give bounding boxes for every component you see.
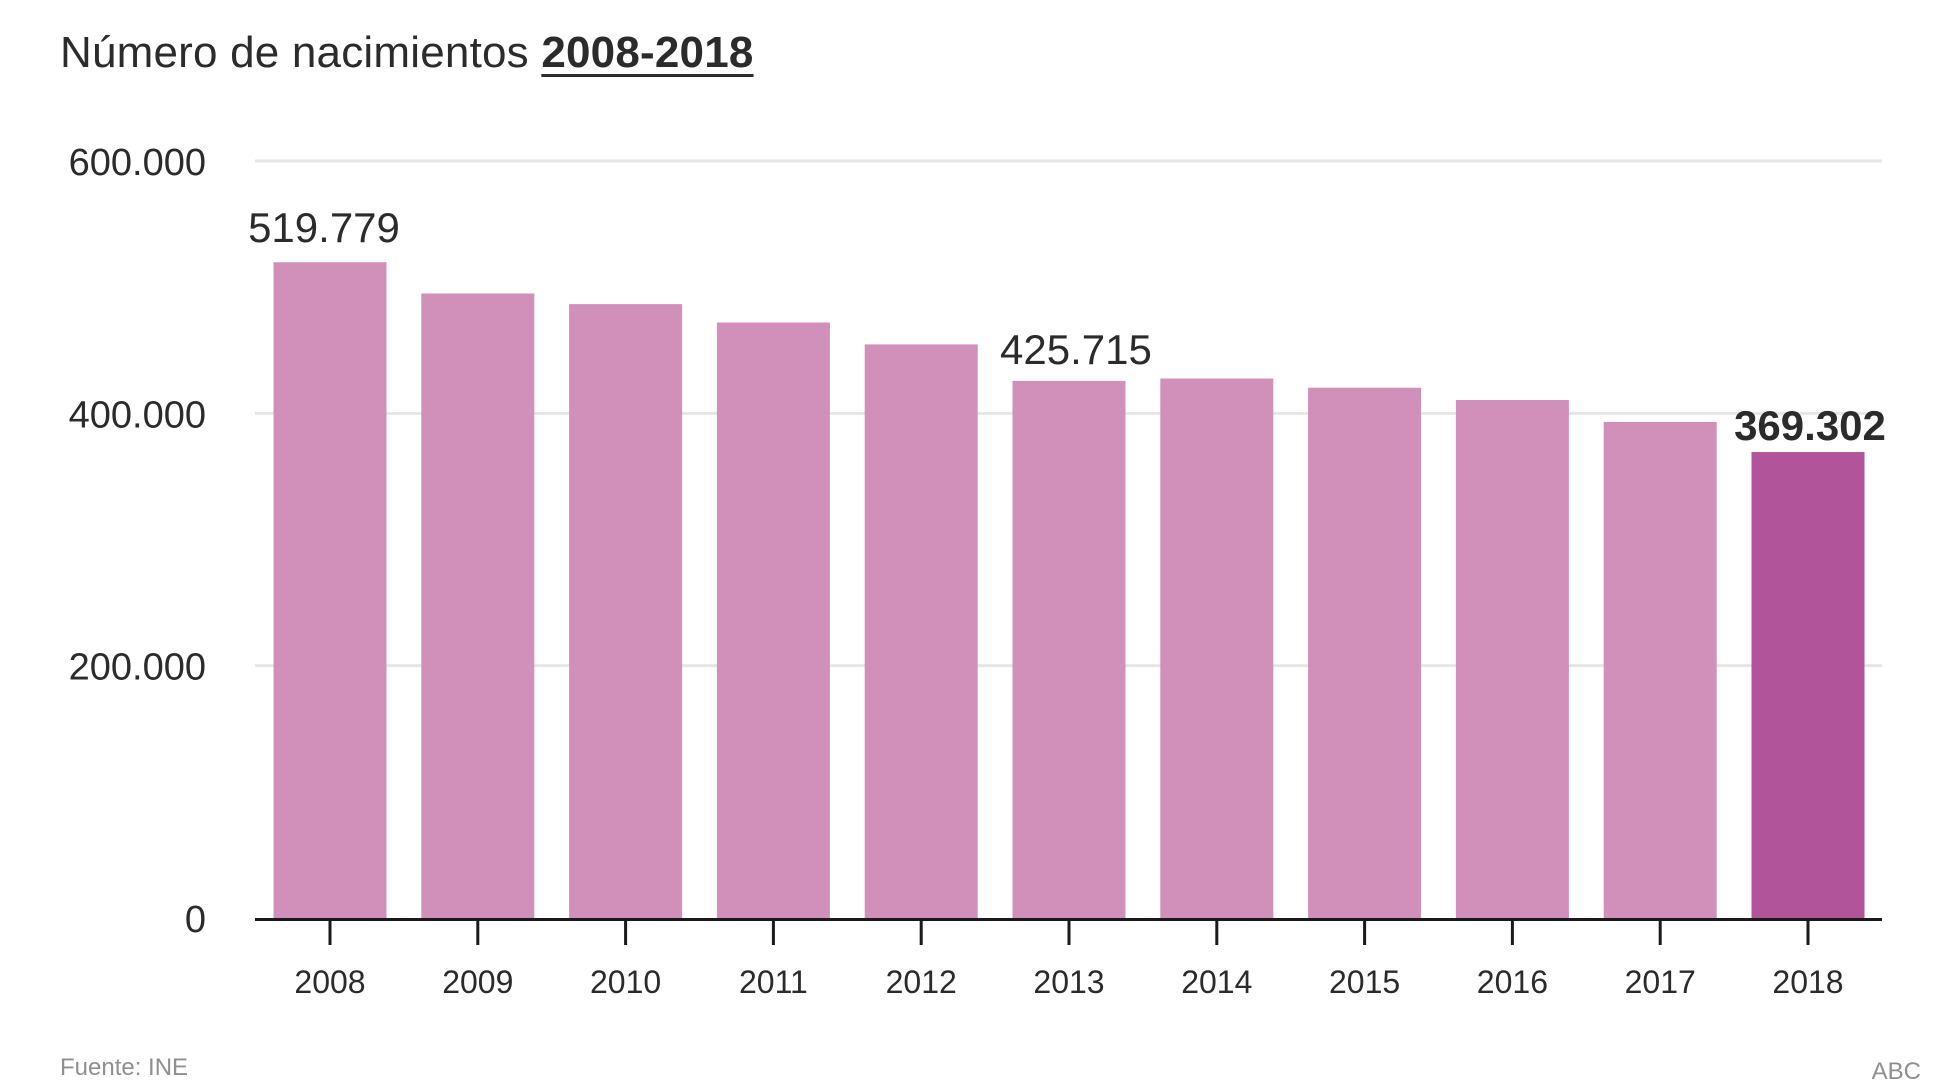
source-note: Fuente: INE [60,1054,189,1081]
chart-title: Número de nacimientos 2008-2018 [60,28,754,78]
bar-2012 [864,344,978,919]
y-tick-label: 0 [185,899,206,941]
x-tick-label: 2013 [1033,964,1104,1000]
x-tick-label: 2011 [739,964,808,1000]
x-tick-label: 2015 [1329,964,1400,1000]
bar-2015 [1308,387,1422,918]
bar-2010 [569,304,683,918]
x-tick-label: 2017 [1625,964,1696,1000]
credit-note: ABC [1871,1058,1921,1085]
bar-2017 [1603,421,1717,918]
x-tick-label: 2014 [1181,964,1252,1000]
title-prefix: Número de nacimientos [60,28,529,77]
bar-2008 [273,262,387,918]
y-tick-label: 200.000 [69,647,206,689]
data-label-2008: 519.779 [248,204,400,251]
bar-2009 [421,293,535,919]
bar-2011 [716,322,830,918]
x-tick-label: 2008 [294,964,365,1000]
x-tick-label: 2018 [1772,964,1843,1000]
x-tick-label: 2012 [886,964,957,1000]
x-tick-label: 2010 [590,964,661,1000]
x-tick-label: 2009 [442,964,513,1000]
bar-2016 [1455,399,1569,919]
data-label-2013: 425.715 [1000,326,1152,373]
y-tick-label: 600.000 [69,142,206,184]
y-tick-label: 400.000 [69,394,206,436]
title-range: 2008-2018 [541,28,754,77]
bar-2014 [1160,378,1274,918]
data-label-2018: 369.302 [1734,402,1886,449]
bar-2013 [1012,380,1126,918]
bar-2018 [1751,452,1865,918]
x-tick-label: 2016 [1477,964,1548,1000]
